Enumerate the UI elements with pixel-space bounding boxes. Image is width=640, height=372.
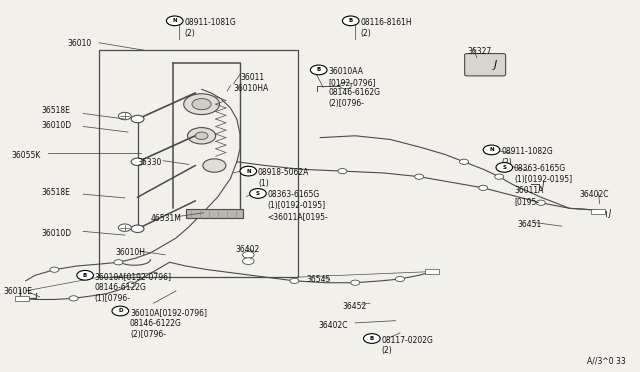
Text: 08117-0202G
(2): 08117-0202G (2): [381, 336, 433, 355]
Text: 36055K: 36055K: [12, 151, 41, 160]
Circle shape: [127, 282, 136, 287]
Text: D: D: [118, 308, 123, 314]
Circle shape: [342, 16, 359, 26]
Circle shape: [50, 267, 59, 272]
Bar: [425, 269, 439, 274]
Circle shape: [184, 94, 220, 115]
Text: J: J: [609, 209, 611, 218]
Circle shape: [114, 260, 123, 265]
Text: 08911-1081G
(2): 08911-1081G (2): [184, 18, 236, 38]
Circle shape: [77, 270, 93, 280]
Circle shape: [310, 65, 327, 75]
Text: N: N: [172, 18, 177, 23]
Text: 36010: 36010: [67, 39, 92, 48]
Text: 36327: 36327: [467, 46, 492, 55]
Text: 08911-1082G
(2): 08911-1082G (2): [501, 147, 553, 167]
Text: 36010H: 36010H: [115, 248, 145, 257]
Text: 36518E: 36518E: [42, 188, 70, 197]
Text: 36330: 36330: [138, 158, 162, 167]
Text: S: S: [502, 165, 506, 170]
Circle shape: [69, 296, 78, 301]
Text: 36011: 36011: [240, 73, 264, 81]
Circle shape: [340, 82, 351, 89]
Text: 36402C: 36402C: [319, 321, 348, 330]
Circle shape: [112, 306, 129, 316]
Text: 36518E: 36518E: [42, 106, 70, 115]
Circle shape: [351, 280, 360, 285]
Text: B: B: [370, 336, 374, 341]
Text: 36545: 36545: [306, 275, 330, 283]
Circle shape: [396, 276, 404, 282]
Text: 36010A[0192-0796]
08146-6122G
(2)[0796-: 36010A[0192-0796] 08146-6122G (2)[0796-: [130, 308, 207, 339]
Text: 36402C: 36402C: [579, 190, 609, 199]
Bar: [15, 296, 29, 301]
Text: 36010A[0192-0796]
08146-6122G
(1)[0796-: 36010A[0192-0796] 08146-6122G (1)[0796-: [95, 272, 172, 303]
Text: 36010D: 36010D: [42, 229, 72, 238]
Circle shape: [495, 174, 504, 179]
Circle shape: [192, 99, 211, 110]
Text: B: B: [83, 273, 87, 278]
Circle shape: [460, 159, 468, 164]
Circle shape: [483, 145, 500, 155]
Circle shape: [240, 166, 257, 176]
Circle shape: [131, 115, 144, 123]
Circle shape: [243, 251, 254, 258]
Bar: [99, 50, 298, 277]
Text: 36402: 36402: [236, 245, 260, 254]
Text: N: N: [489, 147, 494, 153]
Circle shape: [131, 158, 144, 166]
Circle shape: [203, 159, 226, 172]
Text: B: B: [317, 67, 321, 73]
Text: 36010D: 36010D: [42, 121, 72, 130]
Text: 36010HA: 36010HA: [234, 84, 269, 93]
Circle shape: [243, 258, 254, 264]
Circle shape: [536, 200, 545, 205]
Circle shape: [415, 174, 424, 179]
Bar: [591, 209, 605, 214]
Circle shape: [496, 163, 513, 172]
Text: 08116-8161H
(2): 08116-8161H (2): [360, 18, 412, 38]
Text: 08918-5062A
(1): 08918-5062A (1): [258, 168, 309, 188]
FancyBboxPatch shape: [465, 54, 506, 76]
Text: 36452: 36452: [342, 302, 367, 311]
Circle shape: [195, 132, 208, 140]
Circle shape: [118, 224, 131, 231]
Text: 36451: 36451: [517, 220, 541, 229]
Circle shape: [188, 128, 216, 144]
Text: J: J: [541, 182, 544, 191]
Circle shape: [118, 112, 131, 120]
Text: 46531M: 46531M: [150, 214, 181, 223]
Text: 08363-6165G
(1)[0192-0195]
<36011A[0195-: 08363-6165G (1)[0192-0195] <36011A[0195-: [268, 190, 328, 221]
Bar: [186, 209, 243, 218]
Text: N: N: [246, 169, 251, 174]
Text: 36010AA
[0192-0796]
08146-6162G
(2)[0796-: 36010AA [0192-0796] 08146-6162G (2)[0796…: [328, 67, 380, 108]
Circle shape: [250, 189, 266, 198]
Text: 08363-6165G
(1)[0192-0195]
36011A
[0195-: 08363-6165G (1)[0192-0195] 36011A [0195-: [514, 164, 572, 206]
Circle shape: [166, 16, 183, 26]
Circle shape: [479, 185, 488, 190]
Circle shape: [338, 169, 347, 174]
Text: B: B: [349, 18, 353, 23]
Circle shape: [131, 225, 144, 232]
Text: 36010E: 36010E: [3, 287, 32, 296]
Circle shape: [290, 278, 299, 283]
Circle shape: [364, 334, 380, 343]
Text: S: S: [256, 191, 260, 196]
Text: J: J: [493, 60, 497, 70]
Text: A//3^0 33: A//3^0 33: [587, 356, 626, 365]
